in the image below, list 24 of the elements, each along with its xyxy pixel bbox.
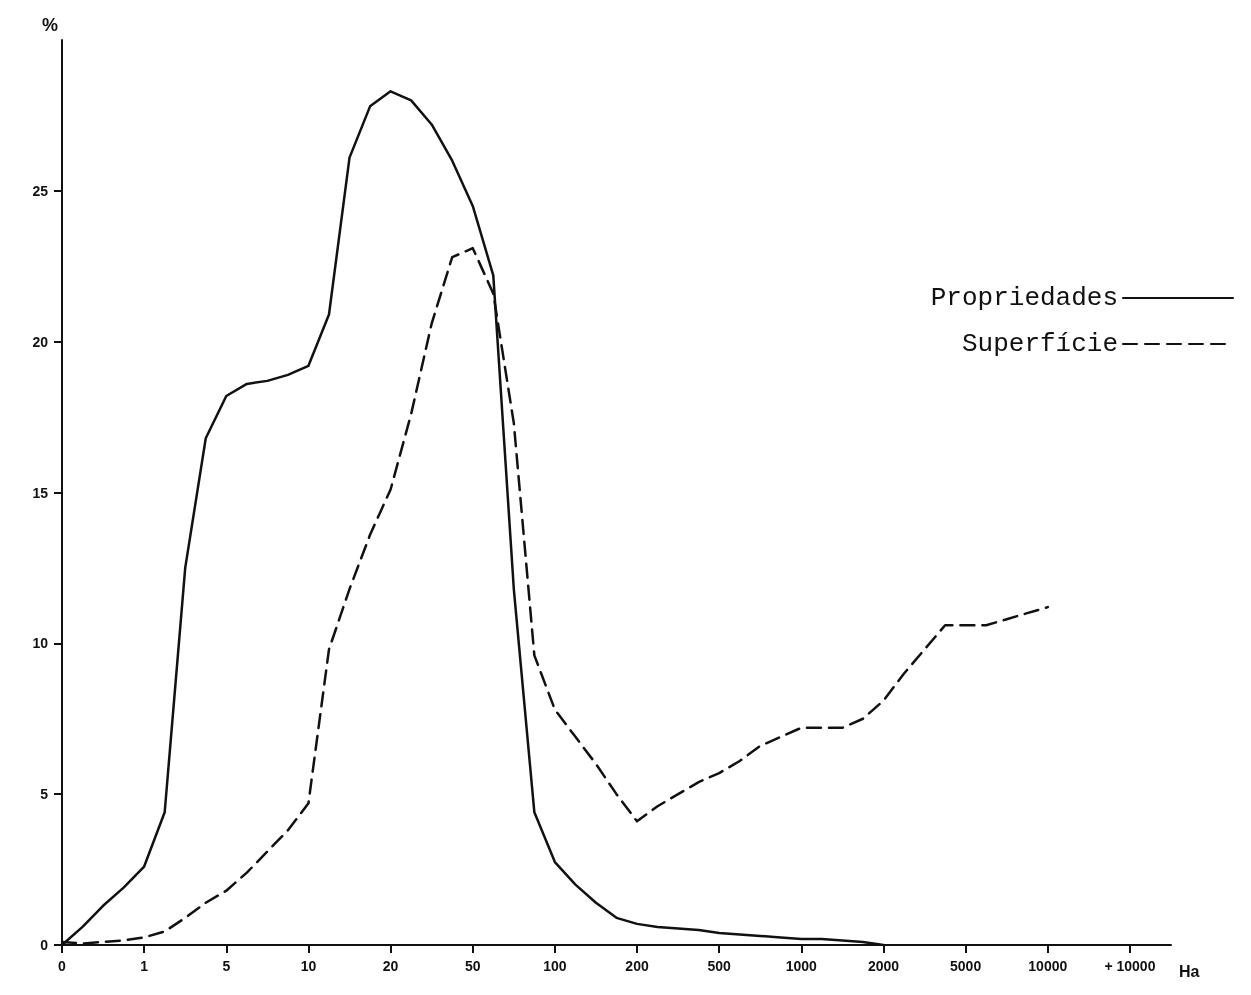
x-tick-label: 0 bbox=[58, 958, 67, 974]
x-tick-label: 1 bbox=[140, 958, 149, 974]
y-tick-label: 0 bbox=[40, 937, 49, 953]
y-tick-label: 25 bbox=[32, 182, 49, 199]
x-tick-label: 5 bbox=[222, 958, 231, 974]
y-tick-label: 15 bbox=[32, 484, 49, 501]
x-tick-label: 10 bbox=[300, 958, 317, 974]
x-axis-title: Ha bbox=[1179, 962, 1200, 980]
y-axis-title: % bbox=[42, 15, 59, 35]
x-tick-label: 100 bbox=[543, 958, 567, 974]
x-tick-label: 20 bbox=[382, 958, 399, 974]
x-tick-label: 1000 bbox=[785, 958, 818, 974]
x-tick-label: 5000 bbox=[950, 958, 982, 974]
y-tick-label: 10 bbox=[32, 635, 49, 652]
x-tick-label: 200 bbox=[625, 958, 649, 974]
x-tick-label: 10000 bbox=[1028, 958, 1068, 974]
x-tick-label: 50 bbox=[464, 958, 481, 974]
x-tick-label: + 10000 bbox=[1104, 958, 1156, 974]
y-tick-label: 20 bbox=[32, 333, 49, 350]
x-tick-label: 2000 bbox=[867, 958, 900, 974]
legend-label: Superfície bbox=[961, 329, 1118, 359]
y-tick-label: 5 bbox=[40, 786, 49, 803]
x-tick-label: 500 bbox=[707, 958, 732, 974]
legend-label: Propriedades bbox=[930, 283, 1118, 313]
